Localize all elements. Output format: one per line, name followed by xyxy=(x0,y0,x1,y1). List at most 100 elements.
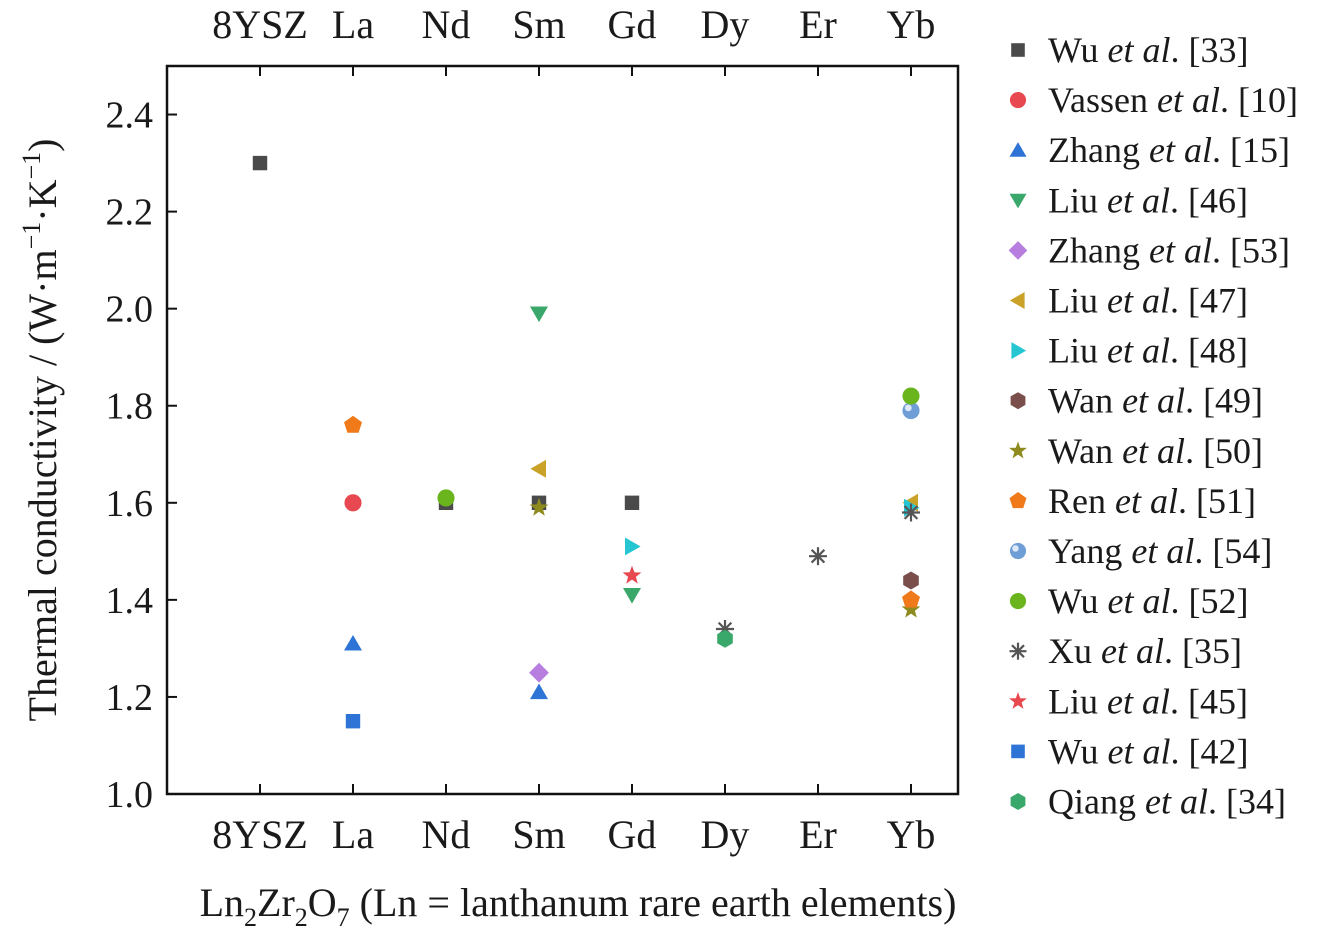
legend-item: Liu et al. [46] xyxy=(1009,180,1248,220)
legend-marker xyxy=(1011,342,1027,360)
x-tick-label: Gd xyxy=(608,812,657,857)
legend-label: Liu et al. [45] xyxy=(1048,681,1248,721)
legend-label: Wu et al. [42] xyxy=(1048,731,1249,771)
legend-label: Wan et al. [49] xyxy=(1048,381,1263,421)
y-tick-label: 1.6 xyxy=(106,483,154,525)
legend-marker-shape xyxy=(1010,793,1026,810)
data-point-s11-p0 xyxy=(437,489,455,507)
data-point-s13-p0-shape xyxy=(622,565,642,584)
legend-item: Wan et al. [49] xyxy=(1010,381,1263,421)
legend-label: Liu et al. [46] xyxy=(1048,180,1248,220)
x-tick-label-top: 8YSZ xyxy=(212,2,308,47)
legend-marker xyxy=(1010,392,1026,410)
data-point-s8-p0-shape xyxy=(529,497,549,516)
data-point-s14-p0-shape xyxy=(345,714,361,729)
data-point-s0-p3 xyxy=(624,495,640,510)
x-tick-label: Nd xyxy=(422,812,471,857)
legend-item: Vassen et al. [10] xyxy=(1009,80,1298,120)
data-point-s8-p0 xyxy=(529,497,549,516)
data-point-s0-p0 xyxy=(252,155,268,171)
data-point-s12-p1-stroke xyxy=(810,549,826,564)
data-point-s10-p0-shape xyxy=(902,402,920,420)
legend-item: Zhang et al. [15] xyxy=(1009,130,1290,170)
legend-marker-shape xyxy=(1009,292,1025,309)
legend-marker-shape xyxy=(1009,593,1027,610)
legend-marker-shape xyxy=(1011,342,1027,360)
x-tick-label-top: Dy xyxy=(701,2,750,47)
legend-item: Wu et al. [33] xyxy=(1011,30,1249,70)
plot-frame xyxy=(165,64,960,796)
legend-item: Zhang et al. [53] xyxy=(1008,230,1290,270)
legend-marker-shape xyxy=(1011,744,1025,759)
legend-marker xyxy=(1009,692,1027,709)
data-point-s10-p0 xyxy=(902,402,920,420)
y-tick-label: 1.4 xyxy=(106,580,154,622)
legend-label: Wu et al. [33] xyxy=(1048,30,1249,70)
legend-item: Ren et al. [51] xyxy=(1009,481,1256,521)
legend-marker-shape xyxy=(1009,441,1027,459)
data-point-s3-p0 xyxy=(530,306,548,323)
legend-marker-shape xyxy=(1009,92,1027,109)
data-point-s8-p1-shape xyxy=(901,599,921,618)
x-tick-label-top: La xyxy=(332,2,374,47)
data-point-s9-p1 xyxy=(902,590,920,608)
data-point-s1-p0-shape xyxy=(344,494,362,512)
y-axis-title: Thermal conductivity / (W·m−1·K−1) xyxy=(17,139,65,722)
legend-label: Zhang et al. [15] xyxy=(1048,130,1290,170)
x-tick-label: Sm xyxy=(512,812,565,857)
x-tick-label: Dy xyxy=(701,812,750,857)
legend-marker xyxy=(1010,793,1026,810)
data-point-s13-p0 xyxy=(622,565,642,584)
legend-marker-shape xyxy=(1010,392,1026,410)
legend-item: Qiang et al. [34] xyxy=(1010,782,1286,822)
legend-marker xyxy=(1009,492,1027,509)
legend-item: Liu et al. [45] xyxy=(1009,681,1248,721)
legend-marker xyxy=(1011,43,1025,57)
data-point-s14-p0 xyxy=(345,714,361,729)
legend-marker-stroke xyxy=(1011,644,1025,658)
data-point-s3-p0-shape xyxy=(530,306,548,323)
legend-marker-shape xyxy=(1009,193,1027,209)
data-point-s11-p1 xyxy=(902,387,920,405)
data-point-s4-p0-shape xyxy=(529,662,549,683)
x-tick-label: 8YSZ xyxy=(212,812,308,857)
x-tick-label-top: Yb xyxy=(887,2,936,47)
data-point-s2-p1-shape xyxy=(530,683,548,700)
data-point-s5-p0-shape xyxy=(530,459,546,478)
legend-marker xyxy=(1008,241,1028,260)
legend-marker xyxy=(1009,542,1027,560)
data-point-s0-p3-shape xyxy=(624,495,640,510)
legend-label: Yang et al. [54] xyxy=(1048,531,1272,571)
data-point-s3-p1 xyxy=(623,588,641,604)
data-point-s2-p0 xyxy=(344,635,362,651)
legend-marker xyxy=(1009,292,1025,309)
legend-marker xyxy=(1009,92,1027,109)
legend-item: Wu et al. [42] xyxy=(1011,731,1249,771)
legend-marker-shape xyxy=(1009,692,1027,709)
data-point-s6-p0 xyxy=(625,537,641,556)
data-point-s2-p1 xyxy=(530,683,548,700)
legend-marker-shape xyxy=(1009,142,1027,157)
y-tick-label: 2.0 xyxy=(106,289,154,331)
data-point-s1-p0 xyxy=(344,494,362,512)
legend-item: Wan et al. [50] xyxy=(1009,431,1263,471)
legend-label: Zhang et al. [53] xyxy=(1048,230,1290,270)
x-axis-title: Ln2Zr2O7 (Ln = lanthanum rare earth elem… xyxy=(200,880,957,932)
legend-item: Xu et al. [35] xyxy=(1009,631,1242,671)
data-point-s9-p1-shape xyxy=(902,590,920,608)
legend-label: Vassen et al. [10] xyxy=(1048,80,1298,120)
legend-marker-shape xyxy=(1009,542,1027,560)
legend-label: Qiang et al. [34] xyxy=(1048,782,1286,822)
legend-marker-shape xyxy=(1011,43,1025,57)
x-tick-label: La xyxy=(332,812,374,857)
x-tick-label-top: Er xyxy=(799,2,837,47)
data-point-s9-p0-shape xyxy=(344,415,362,433)
legend-marker xyxy=(1009,593,1027,610)
data-point-s7-p0-shape xyxy=(903,571,919,590)
data-point-s3-p1-shape xyxy=(623,588,641,604)
legend-item: Yang et al. [54] xyxy=(1009,531,1272,571)
legend-label: Wu et al. [52] xyxy=(1048,581,1249,621)
x-tick-label: Yb xyxy=(887,812,936,857)
x-tick-label-top: Gd xyxy=(608,2,657,47)
